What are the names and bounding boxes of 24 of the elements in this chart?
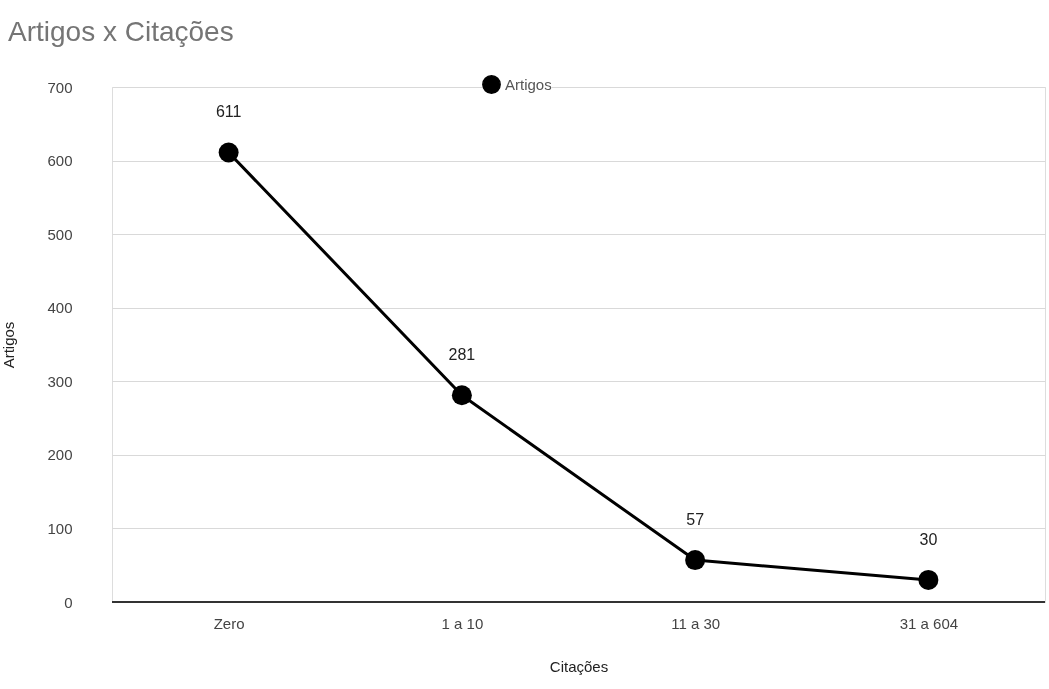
x-tick-label: 31 a 604 [899,614,959,632]
y-tick-label: 600 [47,152,73,170]
point [918,569,939,590]
legend-label: Artigos [505,75,552,93]
data-label: 611 [215,103,242,121]
y-tick-label: 700 [47,78,73,96]
y-tick-label: 100 [47,519,73,537]
x-tick-label: Zero [213,614,245,632]
point [218,142,239,163]
x-tick-label: 1 a 10 [441,614,484,632]
data-label: 57 [686,511,705,529]
data-label: 281 [448,346,476,364]
point [451,385,472,406]
y-tick-label: 200 [47,446,73,464]
x-tick-label: 11 a 30 [671,614,721,632]
chart-title: Artigos x Citações [8,16,234,47]
y-tick-label: 0 [64,593,73,611]
data-label: 30 [919,530,938,548]
x-axis-title: Citações [549,657,609,675]
y-tick-label: 500 [47,225,73,243]
point [685,550,706,571]
y-tick-label: 400 [47,299,73,317]
y-axis-title: Artigos [0,321,18,369]
y-tick-label: 300 [47,372,73,390]
